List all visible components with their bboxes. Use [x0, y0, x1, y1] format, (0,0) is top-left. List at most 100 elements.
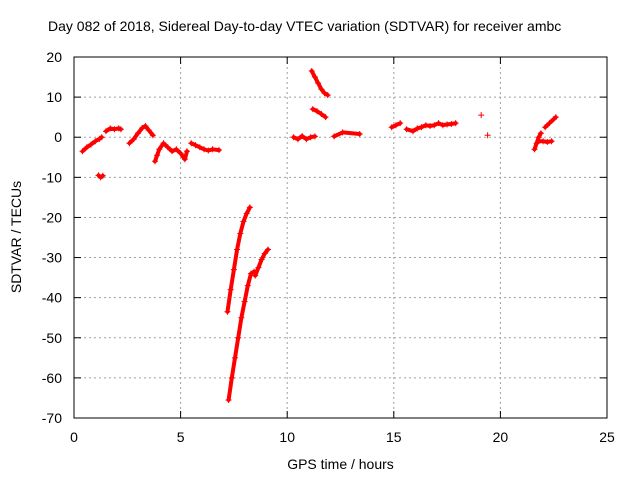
data-point: [181, 156, 188, 163]
data-point: [403, 126, 410, 133]
data-point: [265, 246, 272, 253]
data-point: [92, 138, 99, 145]
data-point: [234, 246, 241, 253]
data-point: [224, 308, 231, 315]
data-point: [324, 92, 331, 99]
x-tick-label: 25: [599, 429, 615, 445]
data-point: [255, 264, 262, 271]
chart-title: Day 082 of 2018, Sidereal Day-to-day VTE…: [48, 18, 562, 34]
data-point: [318, 86, 325, 93]
data-point: [188, 140, 195, 147]
data-point: [258, 256, 265, 263]
data-point: [173, 146, 180, 153]
data-point: [552, 114, 559, 121]
data-point: [126, 140, 133, 147]
y-tick-label: -30: [42, 250, 62, 266]
data-point: [205, 147, 212, 154]
y-tick-label: 0: [54, 129, 62, 145]
data-point: [307, 134, 314, 141]
data-point: [531, 146, 538, 153]
data-point: [139, 124, 146, 131]
data-point: [409, 128, 416, 135]
data-marks: [79, 68, 559, 403]
data-point: [228, 374, 235, 381]
data-point: [196, 144, 203, 151]
data-point: [169, 148, 176, 155]
data-track: [127, 124, 155, 146]
x-tick-label: 20: [493, 429, 509, 445]
data-point: [339, 129, 346, 136]
data-point: [240, 218, 247, 225]
x-tick-label: 0: [70, 429, 78, 445]
data-point: [130, 136, 137, 143]
data-point: [238, 314, 245, 321]
data-point: [117, 126, 124, 133]
data-point: [318, 110, 325, 117]
data-point: [311, 133, 318, 140]
data-track: [310, 107, 328, 120]
data-point: [99, 172, 106, 179]
data-point: [422, 122, 429, 129]
data-point: [177, 150, 184, 157]
data-point: [154, 152, 161, 159]
plot-frame: [73, 56, 608, 419]
data-point: [322, 114, 329, 121]
y-tick-label: -20: [42, 209, 62, 225]
data-point: [452, 120, 459, 127]
data-point: [227, 286, 234, 293]
data-point: [546, 120, 553, 127]
data-point: [311, 74, 318, 81]
x-tick-label: 15: [386, 429, 402, 445]
y-tick-label: 10: [46, 89, 62, 105]
data-point: [252, 272, 259, 279]
data-point: [134, 130, 141, 137]
y-tick-label: -70: [42, 410, 62, 426]
data-point: [244, 282, 251, 289]
data-point: [290, 134, 297, 141]
data-point: [542, 124, 549, 131]
data-point: [230, 266, 237, 273]
data-point: [544, 139, 551, 146]
data-point: [107, 125, 114, 132]
x-tick-label: 5: [177, 429, 185, 445]
data-point: [548, 138, 555, 145]
data-point: [309, 106, 316, 113]
data-point: [247, 270, 254, 277]
data-point: [145, 127, 152, 134]
y-tick-label: 20: [46, 49, 62, 65]
data-point: [98, 134, 105, 141]
data-point: [321, 90, 328, 97]
data-track: [543, 115, 558, 130]
data-point: [484, 132, 491, 139]
data-point: [397, 120, 404, 127]
data-point: [231, 354, 238, 361]
y-tick-label: -10: [42, 169, 62, 185]
data-point: [201, 146, 208, 153]
x-axis-label: GPS time / hours: [287, 456, 394, 472]
data-point: [303, 136, 310, 143]
data-point: [261, 250, 268, 257]
data-point: [142, 122, 149, 129]
data-point: [215, 147, 222, 154]
data-track: [225, 205, 252, 314]
grid-lines: [74, 57, 607, 418]
data-point: [246, 204, 253, 211]
data-point: [427, 122, 434, 129]
data-point: [356, 131, 363, 138]
data-point: [388, 124, 395, 131]
data-track: [153, 141, 189, 164]
data-point: [392, 122, 399, 129]
data-point: [237, 230, 244, 237]
data-point: [156, 146, 163, 153]
x-tick-label: 10: [279, 429, 295, 445]
data-point: [431, 122, 438, 129]
data-point: [439, 122, 446, 129]
data-point: [225, 396, 232, 403]
data-point: [414, 125, 421, 132]
data-track: [332, 130, 362, 139]
data-point: [160, 140, 167, 147]
data-point: [183, 148, 190, 155]
data-point: [83, 144, 90, 151]
data-point: [308, 68, 315, 75]
